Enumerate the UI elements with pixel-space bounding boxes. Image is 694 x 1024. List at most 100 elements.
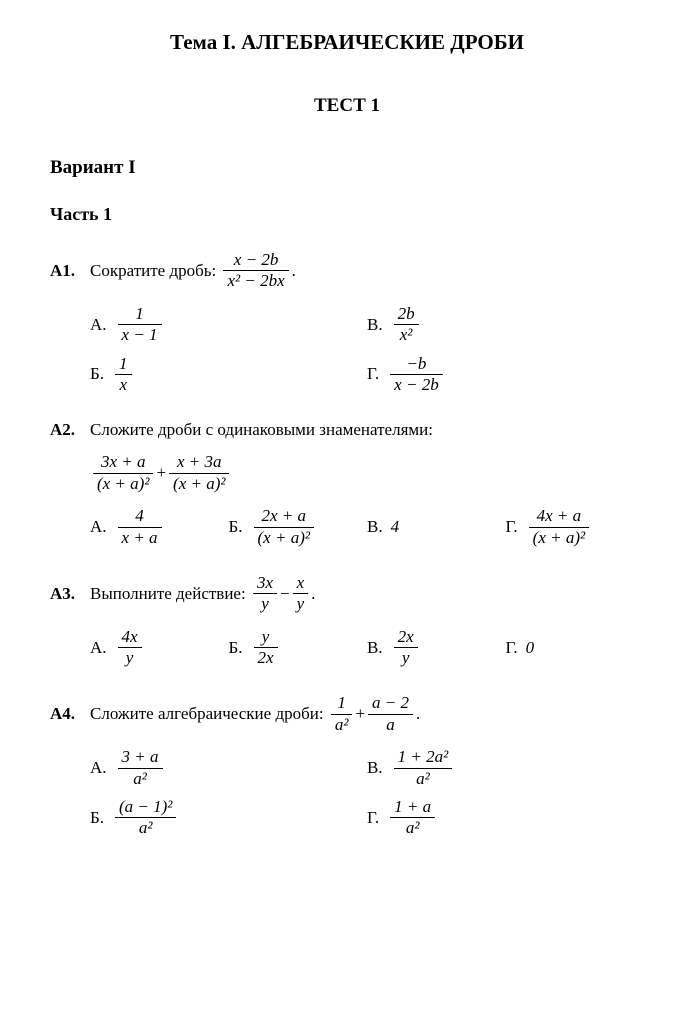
prompt-text: Выполните действие: — [90, 584, 246, 604]
question-label: А4. — [50, 704, 90, 724]
fraction: −b x − 2b — [390, 354, 443, 396]
question-a4: А4. Сложите алгебраические дроби: 1 a² +… — [50, 693, 644, 838]
numerator: 3x + a — [93, 452, 153, 473]
question-label: А3. — [50, 584, 90, 604]
question-label: А1. — [50, 261, 90, 281]
fraction: 1 + a a² — [390, 797, 435, 839]
question-text: Сократите дробь: x − 2b x² − 2bx . — [90, 250, 296, 292]
fraction: 4x y — [118, 627, 142, 669]
fraction: 1 x − 1 — [118, 304, 162, 346]
option-g: Г. 4x + a (x + a)² — [506, 506, 645, 548]
denominator: y — [253, 594, 277, 614]
option-label: А. — [90, 315, 107, 335]
test-title: ТЕСТ 1 — [50, 95, 644, 117]
option-g: Г. 1 + a a² — [367, 797, 644, 839]
option-label: Б. — [229, 638, 243, 658]
option-a: А. 4 x + a — [90, 506, 229, 548]
numerator: 4x — [118, 627, 142, 648]
part-title: Часть 1 — [50, 204, 644, 225]
option-a: А. 4x y — [90, 627, 229, 669]
option-label: А. — [90, 517, 107, 537]
option-label: В. — [367, 315, 383, 335]
fraction: 3x y — [253, 573, 277, 615]
denominator: x² — [394, 325, 419, 345]
denominator: y — [293, 594, 309, 614]
fraction: 4 x + a — [118, 506, 162, 548]
option-v: В. 4 — [367, 506, 506, 548]
denominator: x − 1 — [118, 325, 162, 345]
numerator: 4 — [118, 506, 162, 527]
fraction: x y — [293, 573, 309, 615]
fraction: a − 2 a — [368, 693, 413, 735]
numerator: 1 — [115, 354, 132, 375]
numerator: 2x — [394, 627, 418, 648]
theme-title: Тема I. АЛГЕБРАИЧЕСКИЕ ДРОБИ — [50, 30, 644, 55]
option-label: В. — [367, 758, 383, 778]
denominator: a — [368, 715, 413, 735]
option-v: В. 2x y — [367, 627, 506, 669]
denominator: (x + a)² — [93, 474, 153, 494]
plus-sign: + — [156, 463, 166, 483]
plus-sign: + — [355, 704, 365, 724]
option-label: Г. — [367, 364, 379, 384]
minus-sign: − — [280, 584, 290, 604]
denominator: x² − 2bx — [223, 271, 288, 291]
denominator: x + a — [118, 528, 162, 548]
denominator: 2x — [254, 648, 278, 668]
option-a: А. 3 + a a² — [90, 747, 367, 789]
option-label: Г. — [506, 638, 518, 658]
period: . — [416, 704, 420, 724]
numerator: −b — [390, 354, 443, 375]
fraction: y 2x — [254, 627, 278, 669]
option-label: Б. — [229, 517, 243, 537]
option-b: Б. 1 x — [90, 354, 367, 396]
fraction: 2b x² — [394, 304, 419, 346]
denominator: a² — [394, 769, 453, 789]
numerator: 3 + a — [118, 747, 163, 768]
question-label: А2. — [50, 420, 90, 440]
fraction: x − 2b x² − 2bx — [223, 250, 288, 292]
numerator: 4x + a — [529, 506, 589, 527]
denominator: y — [118, 648, 142, 668]
fraction: x + 3a (x + a)² — [169, 452, 229, 494]
option-a: А. 1 x − 1 — [90, 304, 367, 346]
fraction: 2x y — [394, 627, 418, 669]
period: . — [311, 584, 315, 604]
prompt-text: Сложите дроби с одинаковыми знаменателям… — [90, 420, 433, 440]
numerator: 3x — [253, 573, 277, 594]
denominator: x − 2b — [390, 375, 443, 395]
denominator: a² — [390, 818, 435, 838]
numerator: 2x + a — [254, 506, 314, 527]
option-label: А. — [90, 758, 107, 778]
denominator: a² — [118, 769, 163, 789]
option-label: В. — [367, 638, 383, 658]
numerator: 1 + 2a² — [394, 747, 453, 768]
numerator: x − 2b — [223, 250, 288, 271]
denominator: (x + a)² — [529, 528, 589, 548]
numerator: 1 — [331, 693, 353, 714]
option-label: Б. — [90, 364, 104, 384]
option-v: В. 1 + 2a² a² — [367, 747, 644, 789]
option-label: Г. — [506, 517, 518, 537]
numerator: y — [254, 627, 278, 648]
denominator: (x + a)² — [254, 528, 314, 548]
question-text: Выполните действие: 3x y − x y . — [90, 573, 315, 615]
option-v: В. 2b x² — [367, 304, 644, 346]
denominator: a² — [331, 715, 353, 735]
denominator: y — [394, 648, 418, 668]
numerator: x + 3a — [169, 452, 229, 473]
denominator: (x + a)² — [169, 474, 229, 494]
fraction: (a − 1)² a² — [115, 797, 176, 839]
question-a3: А3. Выполните действие: 3x y − x y . А. … — [50, 573, 644, 669]
option-g: Г. 0 — [506, 627, 645, 669]
question-a2: А2. Сложите дроби с одинаковыми знаменат… — [50, 420, 644, 548]
fraction: 4x + a (x + a)² — [529, 506, 589, 548]
option-text: 0 — [526, 638, 535, 658]
option-label: Г. — [367, 808, 379, 828]
option-g: Г. −b x − 2b — [367, 354, 644, 396]
option-label: А. — [90, 638, 107, 658]
prompt-text: Сложите алгебраические дроби: — [90, 704, 324, 724]
fraction: 1 a² — [331, 693, 353, 735]
numerator: x — [293, 573, 309, 594]
question-a1: А1. Сократите дробь: x − 2b x² − 2bx . А… — [50, 250, 644, 395]
